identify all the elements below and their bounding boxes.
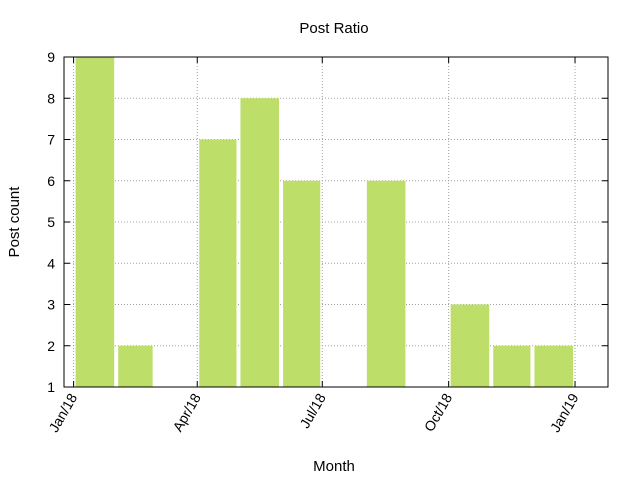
y-tick-label: 7 [47, 132, 55, 148]
x-tick-label: Apr/18 [169, 390, 204, 434]
y-tick-label: 2 [47, 338, 55, 354]
x-axis-label: Month [313, 458, 355, 475]
y-tick-label: 8 [47, 90, 55, 106]
bar [283, 180, 321, 387]
bar [493, 345, 531, 387]
plot-border [63, 56, 609, 388]
y-tick-label: 6 [47, 173, 55, 189]
y-tick-label: 1 [47, 379, 55, 395]
bar [240, 98, 280, 387]
y-tick-label: 9 [47, 49, 55, 65]
bar [450, 304, 490, 387]
bar [366, 180, 406, 387]
y-axis-label: Post count [6, 186, 23, 258]
x-tick-label: Jan/19 [547, 390, 582, 435]
bars [75, 57, 574, 387]
grid [64, 57, 608, 387]
bar [534, 345, 574, 387]
x-tick-label: Jan/18 [45, 390, 80, 435]
chart-title: Post Ratio [299, 20, 368, 37]
y-tick-label: 4 [47, 255, 55, 271]
x-tick-label: Oct/18 [421, 390, 456, 434]
bar [118, 345, 153, 387]
y-tick-label: 3 [47, 297, 55, 313]
bar [75, 57, 115, 387]
x-tick-label: Jul/18 [296, 390, 329, 431]
bar [199, 139, 237, 387]
y-tick-label: 5 [47, 214, 55, 230]
